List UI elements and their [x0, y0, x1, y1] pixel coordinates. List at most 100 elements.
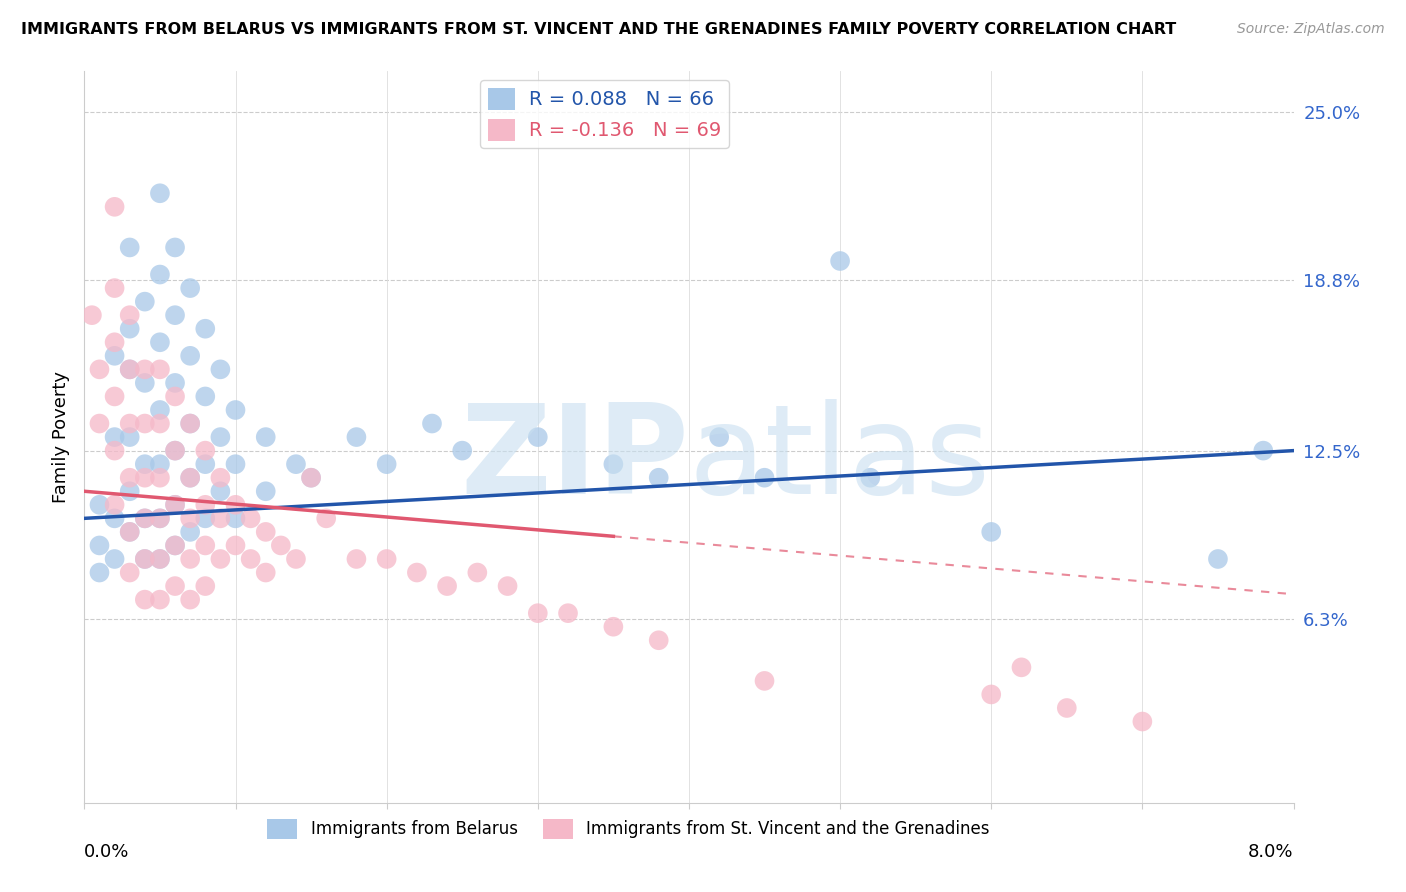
Point [375, 457, 398, 471]
Point [467, 566, 489, 580]
Point [165, 443, 187, 458]
Text: Source: ZipAtlas.com: Source: ZipAtlas.com [1237, 22, 1385, 37]
Point [209, 552, 232, 566]
Point [285, 552, 308, 566]
Point [118, 417, 141, 431]
Point [118, 240, 141, 254]
Point [104, 443, 127, 458]
Point [104, 511, 127, 525]
Point [149, 592, 172, 607]
Point [436, 579, 458, 593]
Point [165, 498, 187, 512]
Point [194, 579, 217, 593]
Point [179, 471, 201, 485]
Point [118, 524, 141, 539]
Point [830, 254, 852, 268]
Point [149, 511, 172, 525]
Point [89, 538, 111, 552]
Text: atlas: atlas [689, 399, 991, 519]
Point [179, 592, 201, 607]
Point [527, 430, 550, 444]
Point [859, 471, 882, 485]
Point [149, 362, 172, 376]
Point [134, 362, 156, 376]
Point [1056, 701, 1078, 715]
Point [104, 389, 127, 403]
Point [1132, 714, 1154, 729]
Point [346, 430, 368, 444]
Point [104, 498, 127, 512]
Point [179, 511, 201, 525]
Point [165, 579, 187, 593]
Point [89, 498, 111, 512]
Point [602, 620, 624, 634]
Point [194, 511, 217, 525]
Point [104, 335, 127, 350]
Point [194, 389, 217, 403]
Point [149, 552, 172, 566]
Point [118, 362, 141, 376]
Text: IMMIGRANTS FROM BELARUS VS IMMIGRANTS FROM ST. VINCENT AND THE GRENADINES FAMILY: IMMIGRANTS FROM BELARUS VS IMMIGRANTS FR… [21, 22, 1177, 37]
Point [285, 457, 308, 471]
Point [375, 552, 398, 566]
Point [134, 471, 156, 485]
Point [149, 268, 172, 282]
Point [299, 471, 322, 485]
Point [134, 592, 156, 607]
Point [179, 524, 201, 539]
Text: 0.0%: 0.0% [84, 843, 129, 861]
Point [451, 443, 474, 458]
Point [104, 281, 127, 295]
Point [165, 443, 187, 458]
Point [165, 240, 187, 254]
Point [239, 552, 262, 566]
Point [134, 457, 156, 471]
Point [118, 471, 141, 485]
Point [80, 308, 103, 322]
Point [149, 186, 172, 201]
Point [225, 403, 247, 417]
Point [134, 511, 156, 525]
Point [104, 552, 127, 566]
Point [118, 322, 141, 336]
Y-axis label: Family Poverty: Family Poverty [52, 371, 70, 503]
Point [104, 349, 127, 363]
Point [89, 566, 111, 580]
Point [254, 484, 277, 499]
Point [194, 443, 217, 458]
Point [980, 524, 1002, 539]
Point [165, 538, 187, 552]
Point [118, 484, 141, 499]
Point [557, 606, 579, 620]
Point [179, 349, 201, 363]
Point [165, 389, 187, 403]
Point [254, 430, 277, 444]
Point [315, 511, 337, 525]
Point [254, 524, 277, 539]
Point [194, 457, 217, 471]
Point [1011, 660, 1033, 674]
Point [179, 471, 201, 485]
Point [149, 471, 172, 485]
Point [209, 471, 232, 485]
Point [602, 457, 624, 471]
Point [165, 308, 187, 322]
Point [1253, 443, 1275, 458]
Point [118, 362, 141, 376]
Point [754, 471, 776, 485]
Point [225, 498, 247, 512]
Point [149, 335, 172, 350]
Point [89, 362, 111, 376]
Point [270, 538, 292, 552]
Point [134, 552, 156, 566]
Point [709, 430, 731, 444]
Point [980, 688, 1002, 702]
Point [194, 498, 217, 512]
Point [648, 471, 671, 485]
Text: ZIP: ZIP [460, 399, 689, 519]
Point [118, 566, 141, 580]
Point [194, 322, 217, 336]
Point [149, 417, 172, 431]
Point [134, 376, 156, 390]
Point [134, 417, 156, 431]
